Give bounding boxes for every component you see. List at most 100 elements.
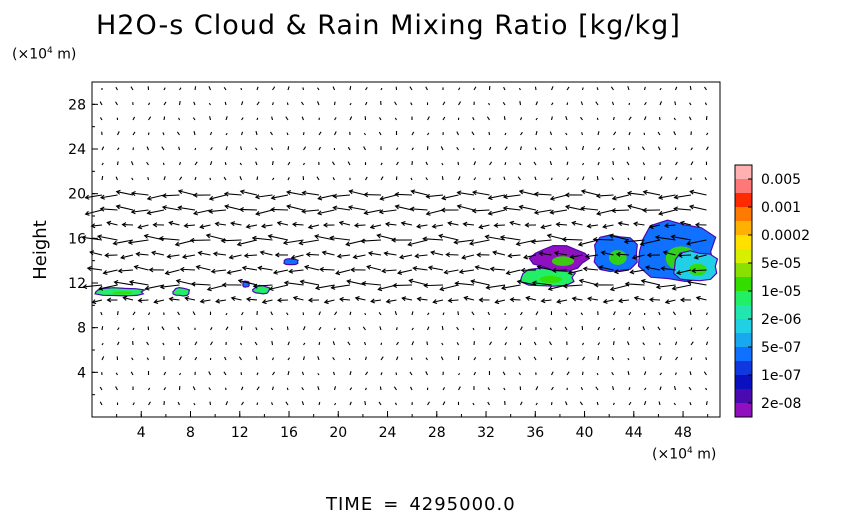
wind-vector	[566, 86, 570, 91]
wind-vector-head	[270, 207, 275, 213]
wind-vector	[643, 371, 647, 376]
wind-vector	[640, 239, 661, 245]
wind-vector-head	[177, 205, 183, 211]
wind-vector	[488, 102, 490, 106]
wind-vector	[411, 327, 414, 331]
wind-vector-head	[348, 189, 354, 195]
wind-vector-head	[236, 241, 242, 247]
wind-vector	[138, 224, 149, 229]
wind-vector	[317, 386, 320, 391]
wind-vector-head	[159, 284, 165, 290]
wind-vector-head	[304, 264, 310, 270]
wind-vector	[656, 284, 676, 288]
wind-vector	[440, 356, 444, 361]
wind-vector	[705, 401, 708, 406]
wind-vector	[557, 299, 568, 303]
wind-vector-head	[346, 279, 352, 285]
wind-vector-head	[354, 296, 360, 301]
wind-vector	[627, 357, 630, 361]
wind-vector	[224, 101, 227, 106]
wind-vector	[271, 160, 274, 166]
wind-vector-head	[84, 194, 90, 200]
wind-vector	[472, 117, 475, 121]
wind-vector	[379, 326, 382, 331]
wind-vector	[458, 101, 462, 106]
wind-vector	[441, 176, 444, 181]
wind-vector	[442, 116, 446, 121]
wind-vector	[441, 342, 444, 346]
wind-vector-head	[151, 250, 157, 256]
wind-vector	[159, 237, 180, 241]
wind-vector-head	[230, 221, 236, 227]
wind-vector-head	[206, 286, 212, 292]
wind-vector-head	[546, 233, 552, 239]
wind-vector-head	[626, 190, 632, 196]
wind-vector	[292, 223, 304, 226]
wind-vector	[634, 297, 645, 301]
wind-vector	[457, 176, 461, 181]
wind-vector	[580, 116, 583, 121]
wind-vector	[100, 194, 118, 199]
wind-vector-head	[617, 298, 623, 304]
wind-vector-head	[370, 298, 376, 304]
wind-vector	[332, 86, 336, 91]
wind-vector	[225, 205, 242, 211]
wind-vector-head	[224, 204, 230, 210]
colorbar-label: 0.005	[761, 172, 801, 188]
wind-vector	[303, 146, 307, 151]
wind-vector-head	[317, 195, 323, 201]
wind-vector-head	[592, 236, 598, 243]
wind-vector	[551, 386, 554, 391]
wind-vector	[706, 146, 709, 151]
wind-vector-head	[336, 253, 342, 259]
wind-vector	[534, 176, 537, 181]
wind-vector	[659, 101, 663, 106]
wind-vector-head	[611, 195, 617, 201]
wind-vector	[690, 327, 693, 331]
wind-vector	[395, 205, 413, 211]
wind-vector-head	[425, 193, 431, 199]
wind-vector	[549, 147, 552, 151]
wind-vector-head	[571, 220, 577, 226]
wind-vector-head	[624, 281, 630, 287]
wind-vector-head	[454, 280, 460, 287]
wind-vector	[609, 234, 630, 241]
wind-vector	[318, 401, 321, 406]
wind-vector	[85, 194, 103, 199]
wind-vector-head	[691, 268, 696, 274]
wind-vector	[642, 326, 646, 331]
wind-vector	[674, 86, 678, 91]
wind-vector-head	[613, 269, 619, 275]
wind-vector	[240, 386, 244, 391]
wind-vector	[347, 146, 351, 151]
wind-vector	[603, 299, 614, 303]
wind-vector-head	[152, 222, 158, 228]
wind-vector	[519, 190, 537, 196]
wind-vector	[456, 326, 459, 331]
wind-vector	[427, 312, 430, 316]
wind-vector	[520, 131, 523, 136]
wind-vector	[371, 299, 382, 302]
wind-vector	[260, 251, 273, 256]
wind-vector-head	[471, 208, 477, 214]
wind-vector	[675, 161, 678, 166]
wind-vector	[380, 87, 383, 91]
wind-vector-head	[439, 286, 445, 292]
wind-vector	[101, 326, 104, 331]
wind-vector-head	[611, 208, 616, 214]
wind-vector	[394, 402, 397, 406]
wind-vector	[428, 266, 444, 271]
wind-vector	[238, 279, 258, 286]
wind-vector-head	[410, 189, 416, 195]
wind-vector-head	[158, 236, 164, 242]
wind-vector	[411, 341, 415, 346]
wind-vector	[177, 326, 180, 331]
wind-vector-head	[633, 221, 638, 227]
wind-vector	[610, 284, 630, 291]
wind-vector	[136, 253, 149, 256]
wind-vector	[442, 312, 445, 316]
wind-vector-head	[646, 252, 652, 258]
wind-vector	[317, 209, 335, 215]
wind-vector	[273, 269, 289, 274]
wind-vector	[426, 194, 444, 198]
